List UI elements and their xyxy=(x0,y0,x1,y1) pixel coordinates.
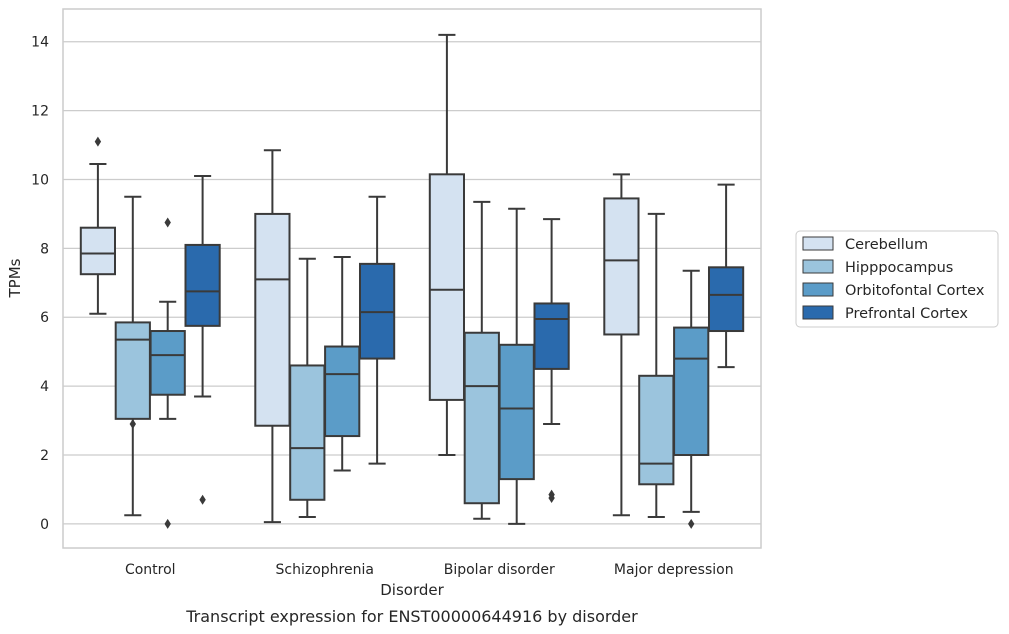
box-hipppocampus xyxy=(463,200,500,520)
box-cerebellum xyxy=(603,173,640,517)
iqr-box xyxy=(324,345,361,438)
outlier-point xyxy=(548,493,555,504)
box-prefrontal-cortex xyxy=(533,218,570,504)
iqr-box xyxy=(254,212,291,427)
boxes xyxy=(79,33,745,529)
box-orbitofontal-cortex xyxy=(498,207,535,525)
y-tick-label: 14 xyxy=(31,35,49,51)
legend-swatch xyxy=(802,282,834,297)
iqr-box xyxy=(498,343,535,481)
legend-swatch xyxy=(802,305,834,320)
legend-items: Cerebellum Hipppocampus Orbitofontal Corte… xyxy=(802,236,985,322)
outlier-point xyxy=(129,419,136,430)
box-cerebellum xyxy=(428,33,466,457)
iqr-box xyxy=(673,326,710,457)
box-hipppocampus xyxy=(638,212,675,519)
box-cerebellum xyxy=(79,136,117,315)
iqr-box xyxy=(114,321,151,420)
legend-label: Cerebellum xyxy=(845,237,928,253)
y-axis-label: TPMs xyxy=(6,258,24,298)
iqr-box xyxy=(707,266,745,333)
box-orbitofontal-cortex xyxy=(673,269,710,529)
legend-frame xyxy=(795,230,999,328)
y-tick-label: 12 xyxy=(31,104,49,120)
y-tick-label: 10 xyxy=(31,172,49,188)
x-tick-label: Bipolar disorder xyxy=(444,562,555,578)
x-tick-label: Schizophrenia xyxy=(276,562,374,578)
iqr-box xyxy=(638,374,675,486)
y-tick-labels: 0 2 4 6 8 10 12 14 xyxy=(31,35,49,533)
box-prefrontal-cortex xyxy=(358,195,396,465)
iqr-box xyxy=(289,364,326,501)
outlier-point xyxy=(199,494,206,505)
iqr-box xyxy=(533,302,570,370)
iqr-box xyxy=(603,197,640,336)
legend: Cerebellum Hipppocampus Orbitofontal Corte… xyxy=(795,230,999,328)
outlier-point xyxy=(94,136,102,147)
y-tick-label: 0 xyxy=(40,517,49,533)
box-prefrontal-cortex xyxy=(707,183,745,369)
box-prefrontal-cortex xyxy=(184,175,221,505)
box-hipppocampus xyxy=(114,195,151,517)
iqr-box xyxy=(463,331,500,505)
iqr-box xyxy=(79,226,117,276)
iqr-box xyxy=(184,243,221,327)
outlier-point xyxy=(688,518,695,529)
plot-border xyxy=(62,8,762,549)
x-tick-labels: Control Schizophrenia Bipolar disorder Majo… xyxy=(125,562,734,578)
legend-swatch xyxy=(802,236,834,251)
box-orbitofontal-cortex xyxy=(324,255,361,472)
x-axis-label: Disorder xyxy=(380,581,444,599)
outlier-point xyxy=(164,518,171,529)
box-cerebellum xyxy=(254,149,291,524)
y-tick-label: 4 xyxy=(40,379,49,395)
iqr-box xyxy=(428,173,466,401)
legend-label: Orbitofontal Cortex xyxy=(845,283,985,299)
y-tick-label: 8 xyxy=(40,241,49,257)
legend-label: Prefrontal Cortex xyxy=(845,306,968,322)
iqr-box xyxy=(149,330,186,396)
y-tick-label: 6 xyxy=(40,310,49,326)
box-orbitofontal-cortex xyxy=(149,217,186,529)
y-tick-label: 2 xyxy=(40,448,49,464)
box-hipppocampus xyxy=(289,257,326,519)
legend-label: Hipppocampus xyxy=(845,260,953,276)
x-tick-label: Major depression xyxy=(614,562,734,578)
legend-swatch xyxy=(802,259,834,274)
outlier-point xyxy=(164,217,171,228)
x-tick-label: Control xyxy=(125,562,176,578)
chart-caption: Transcript expression for ENST0000064491… xyxy=(185,607,638,626)
